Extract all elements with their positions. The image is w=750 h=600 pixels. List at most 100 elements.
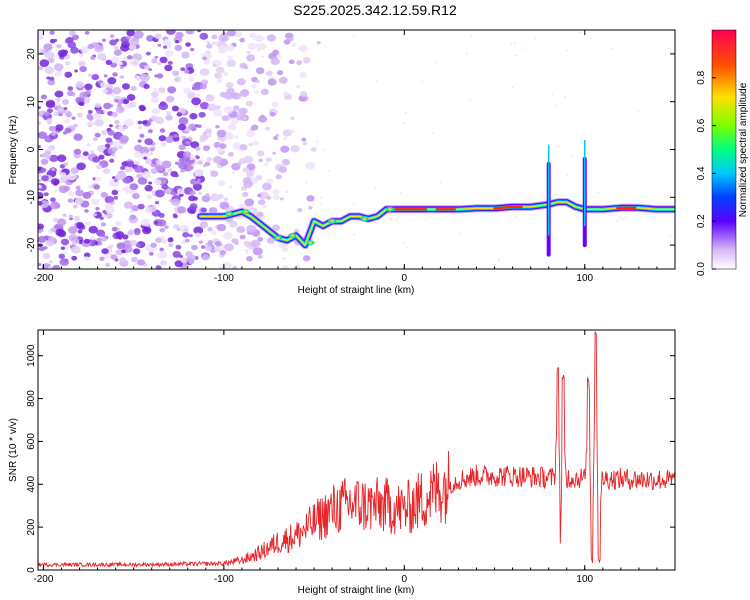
noise-blob <box>75 185 81 190</box>
noise-blob <box>146 35 155 42</box>
noise-blob <box>120 165 126 171</box>
noise-blob <box>75 81 85 88</box>
noise-blob <box>94 103 102 108</box>
noise-blob <box>167 60 173 65</box>
noise-blob <box>144 158 153 165</box>
noise-blob <box>223 71 229 76</box>
top-ytick-label: -10 <box>26 190 37 205</box>
noise-dot <box>524 47 527 49</box>
noise-blob <box>161 184 169 190</box>
noise-blob <box>257 199 266 206</box>
noise-blob <box>100 222 107 227</box>
noise-blob <box>95 176 102 182</box>
noise-dot <box>406 246 408 249</box>
noise-blob <box>255 67 265 75</box>
noise-blob <box>257 193 262 198</box>
noise-blob <box>154 74 159 78</box>
noise-blob <box>246 163 256 171</box>
noise-blob <box>122 55 129 61</box>
noise-blob <box>172 224 180 229</box>
noise-blob <box>302 57 311 64</box>
noise-blob <box>129 183 139 191</box>
noise-blob <box>251 84 257 89</box>
noise-blob <box>233 135 239 139</box>
noise-dot <box>305 181 308 184</box>
noise-dot <box>619 216 622 218</box>
noise-blob <box>132 248 141 255</box>
noise-blob <box>112 72 118 77</box>
noise-blob <box>278 76 288 84</box>
noise-blob <box>103 102 112 110</box>
noise-blob <box>98 154 105 160</box>
noise-blob <box>167 168 173 173</box>
noise-blob <box>265 157 272 163</box>
noise-blob <box>58 253 66 259</box>
noise-blob <box>297 208 303 213</box>
noise-blob <box>211 41 216 45</box>
noise-blob <box>48 125 56 132</box>
noise-blob <box>77 229 83 234</box>
noise-blob <box>266 195 272 200</box>
noise-blob <box>164 187 172 194</box>
noise-blob <box>131 256 138 263</box>
noise-blob <box>252 247 263 256</box>
noise-blob <box>186 164 194 171</box>
noise-blob <box>83 238 91 244</box>
noise-blob <box>229 185 233 189</box>
noise-blob <box>89 235 96 241</box>
noise-blob <box>137 203 145 210</box>
noise-blob <box>246 171 254 178</box>
noise-blob <box>162 38 172 47</box>
noise-blob <box>130 85 137 91</box>
noise-blob <box>87 113 92 118</box>
noise-blob <box>110 62 118 68</box>
noise-blob <box>50 227 57 233</box>
noise-blob <box>149 252 154 256</box>
noise-blob <box>273 136 279 141</box>
noise-blob <box>127 230 134 236</box>
noise-blob <box>228 124 237 131</box>
noise-blob <box>316 41 321 45</box>
noise-blob <box>42 253 51 260</box>
noise-blob <box>219 201 230 210</box>
noise-dot <box>320 203 323 206</box>
noise-blob <box>47 79 56 86</box>
noise-blob <box>290 129 295 134</box>
noise-blob <box>48 145 55 151</box>
noise-blob <box>165 30 176 35</box>
noise-blob <box>191 244 198 251</box>
noise-blob <box>94 44 104 53</box>
noise-blob <box>281 256 286 261</box>
noise-blob <box>223 106 234 114</box>
noise-blob <box>87 43 95 50</box>
bottom-ylabel: SNR (10 * v/v) <box>8 418 19 482</box>
noise-blob <box>44 50 55 59</box>
noise-blob <box>93 184 101 190</box>
noise-blob <box>100 82 108 88</box>
noise-blob <box>132 193 140 200</box>
noise-dot <box>616 220 619 222</box>
noise-blob <box>256 211 264 218</box>
noise-blob <box>167 86 177 94</box>
noise-blob <box>111 189 119 196</box>
noise-blob <box>90 55 96 61</box>
noise-blob <box>180 168 186 173</box>
noise-dot <box>578 31 581 34</box>
noise-blob <box>189 47 195 52</box>
noise-blob <box>82 151 89 156</box>
noise-blob <box>265 70 273 77</box>
noise-blob <box>72 34 79 41</box>
noise-blob <box>141 226 152 235</box>
noise-blob <box>271 101 279 108</box>
noise-blob <box>148 205 157 213</box>
noise-blob <box>223 232 233 240</box>
noise-blob <box>110 56 120 64</box>
noise-blob <box>302 255 311 262</box>
noise-blob <box>255 175 263 181</box>
noise-blob <box>262 182 272 191</box>
noise-dot <box>667 47 669 50</box>
noise-blob <box>193 183 202 191</box>
noise-blob <box>77 112 83 118</box>
noise-blob <box>246 224 257 233</box>
